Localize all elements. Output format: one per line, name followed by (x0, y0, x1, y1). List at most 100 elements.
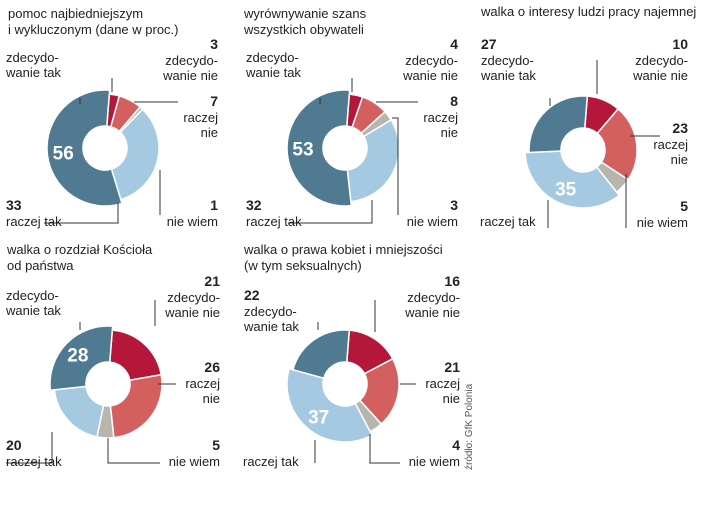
category-label-raczej-nie: raczej (183, 110, 218, 125)
category-label-zdecydowanie-tak: zdecydo- (6, 50, 59, 65)
chart-title: wszystkich obywateli (243, 22, 364, 37)
category-label-raczej-nie: nie (443, 391, 460, 406)
category-label-zdecydowanie-nie: wanie nie (632, 68, 688, 83)
category-label-raczej-tak: raczej tak (6, 454, 62, 469)
leader-line (6, 432, 53, 464)
slice-value-label: 28 (67, 346, 88, 367)
chart-title: walka o rozdział Kościoła (6, 242, 153, 257)
category-label-zdecydowanie-nie: zdecydo- (407, 290, 460, 305)
category-label-raczej-nie: nie (203, 391, 220, 406)
chart-title: i wykluczonym (dane w proc.) (8, 22, 179, 37)
value-label: 8 (450, 93, 458, 109)
value-label: 26 (204, 359, 220, 375)
value-label: 16 (444, 273, 460, 289)
slice-raczej-tak (524, 150, 621, 209)
value-label: 33 (6, 197, 22, 213)
category-label-raczej-tak: raczej tak (480, 214, 536, 229)
chart-title: walka o prawa kobiet i mniejszości (243, 242, 443, 257)
value-label: 21 (444, 359, 460, 375)
category-label-zdecydowanie-tak: wanie tak (5, 303, 61, 318)
value-label: 3 (210, 36, 218, 52)
value-label: 1 (210, 197, 218, 213)
value-label: 7 (210, 93, 218, 109)
category-label-zdecydowanie-tak: wanie tak (245, 65, 301, 80)
category-label-zdecydowanie-nie: wanie nie (404, 305, 460, 320)
chart-title: od państwa (7, 258, 74, 273)
slice-zdecydowanie-tak (292, 329, 351, 380)
slice-zdecydowanie-tak (49, 325, 114, 392)
category-label-nie-wiem: nie wiem (169, 454, 220, 469)
chart-title: wyrównywanie szans (243, 6, 367, 21)
category-label-raczej-nie: nie (671, 152, 688, 167)
category-label-raczej-tak: raczej tak (243, 454, 299, 469)
chart-title: pomoc najbiedniejszym (8, 6, 143, 21)
category-label-zdecydowanie-nie: zdecydo- (405, 53, 458, 68)
slice-zdecydowanie-tak (286, 89, 353, 207)
category-label-raczej-tak: raczej tak (6, 214, 62, 229)
value-label: 4 (450, 36, 458, 52)
chart-title: walka o interesy ludzi pracy najemnej (480, 4, 696, 19)
slice-value-label: 56 (53, 144, 74, 165)
value-label: 5 (212, 437, 220, 453)
category-label-zdecydowanie-tak: wanie tak (243, 319, 299, 334)
slice-value-label: 37 (308, 408, 329, 429)
slice-zdecydowanie-tak (528, 95, 589, 154)
value-label: 23 (672, 120, 688, 136)
value-label: 27 (481, 36, 497, 52)
category-label-nie-wiem: nie wiem (167, 214, 218, 229)
category-label-raczej-nie: raczej (653, 137, 688, 152)
category-label-raczej-nie: raczej (185, 376, 220, 391)
category-label-raczej-tak: raczej tak (246, 214, 302, 229)
category-label-zdecydowanie-tak: wanie tak (480, 68, 536, 83)
donut-chart-5: walka o prawa kobiet i mniejszości(w tym… (243, 242, 460, 469)
category-label-zdecydowanie-tak: zdecydo- (6, 288, 59, 303)
category-label-raczej-nie: nie (441, 125, 458, 140)
category-label-raczej-nie: raczej (423, 110, 458, 125)
category-label-zdecydowanie-tak: wanie tak (5, 65, 61, 80)
leader-line (369, 434, 400, 464)
category-label-raczej-nie: nie (201, 125, 218, 140)
leader-line (107, 438, 160, 464)
category-label-zdecydowanie-tak: zdecydo- (481, 53, 534, 68)
category-label-nie-wiem: nie wiem (637, 215, 688, 230)
slice-raczej-tak (110, 108, 160, 201)
value-label: 10 (672, 36, 688, 52)
slice-zdecydowanie-nie (108, 329, 163, 382)
value-label: 32 (246, 197, 262, 213)
value-label: 22 (244, 287, 260, 303)
slice-value-label: 35 (555, 179, 577, 200)
category-label-zdecydowanie-nie: zdecydo- (165, 53, 218, 68)
slice-raczej-tak (286, 367, 374, 443)
value-label: 21 (204, 273, 220, 289)
slice-raczej-tak (53, 385, 105, 438)
category-label-zdecydowanie-nie: zdecydo- (167, 290, 220, 305)
slice-value-label: 53 (292, 140, 313, 161)
slice-zdecydowanie-tak (46, 89, 123, 207)
value-label: 3 (450, 197, 458, 213)
category-label-zdecydowanie-tak: zdecydo- (246, 50, 299, 65)
slice-raczej-tak (346, 118, 400, 203)
category-label-zdecydowanie-tak: zdecydo- (244, 304, 297, 319)
donut-chart-3: walka o interesy ludzi pracy najemnej 35 1… (480, 4, 696, 230)
category-label-zdecydowanie-nie: wanie nie (162, 68, 218, 83)
value-label: 5 (680, 198, 688, 214)
leader-line (288, 200, 373, 224)
category-label-zdecydowanie-nie: wanie nie (164, 305, 220, 320)
leader-line (392, 117, 399, 215)
slice-raczej-nie (109, 373, 163, 439)
category-label-zdecydowanie-nie: zdecydo- (635, 53, 688, 68)
category-label-nie-wiem: nie wiem (409, 454, 460, 469)
value-label: 4 (452, 437, 460, 453)
leader-line (44, 203, 119, 224)
chart-title: (w tym seksualnych) (244, 258, 362, 273)
category-label-zdecydowanie-nie: wanie nie (402, 68, 458, 83)
source-credit: źródło: GfK Polonia (464, 383, 475, 470)
category-label-raczej-nie: raczej (425, 376, 460, 391)
value-label: 20 (6, 437, 22, 453)
category-label-nie-wiem: nie wiem (407, 214, 458, 229)
